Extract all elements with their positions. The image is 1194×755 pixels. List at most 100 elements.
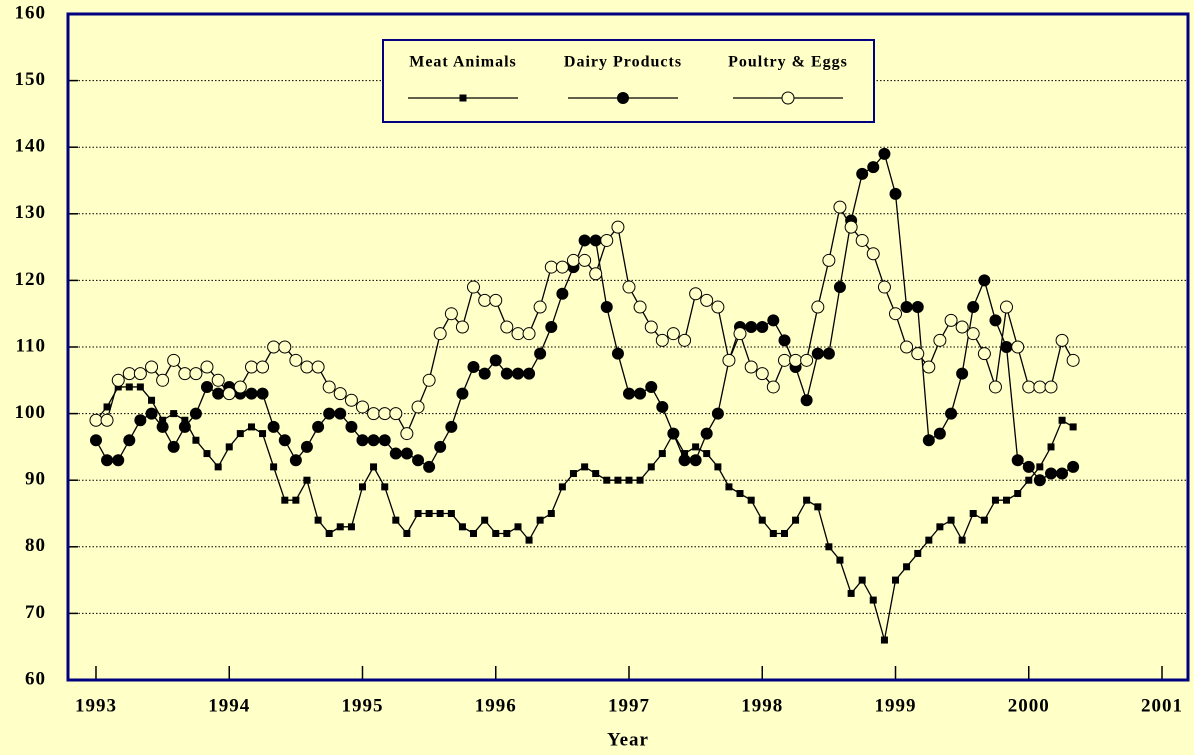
legend-label: Poultry & Eggs — [728, 54, 848, 71]
data-point — [300, 440, 313, 453]
data-point — [744, 360, 758, 374]
data-point — [900, 340, 914, 354]
data-point — [422, 373, 436, 387]
data-point — [511, 327, 525, 341]
data-point — [492, 529, 500, 537]
data-point — [1069, 423, 1077, 431]
data-point — [655, 333, 669, 347]
x-tick-label: 1993 — [75, 695, 117, 716]
data-point — [1036, 463, 1044, 471]
data-point — [314, 516, 322, 524]
data-point — [703, 450, 711, 458]
data-point — [344, 393, 358, 407]
data-point — [1058, 416, 1066, 424]
data-point — [945, 407, 958, 420]
data-point — [911, 301, 924, 314]
data-point — [200, 380, 213, 393]
data-point — [444, 307, 458, 321]
data-point — [547, 510, 555, 517]
data-point — [1033, 380, 1047, 394]
data-point — [833, 200, 847, 214]
data-point — [855, 233, 869, 247]
data-point — [189, 367, 203, 381]
data-point — [925, 536, 933, 544]
data-point — [592, 470, 600, 478]
data-point — [1045, 467, 1058, 480]
data-point — [89, 434, 102, 447]
data-point — [769, 529, 777, 537]
data-point — [880, 636, 888, 644]
data-point — [869, 596, 877, 604]
data-point — [958, 536, 966, 544]
data-point — [1025, 476, 1033, 484]
data-point — [555, 260, 569, 274]
data-point — [125, 383, 133, 391]
data-point — [800, 353, 814, 367]
data-point — [103, 403, 111, 411]
data-point — [758, 516, 766, 524]
data-point — [978, 274, 991, 287]
y-tick-label: 90 — [25, 469, 46, 490]
data-point — [336, 523, 344, 531]
legend: Meat Animals Dairy Products Poultry & Eggs — [382, 39, 875, 123]
x-tick-label: 1994 — [208, 695, 250, 716]
data-point — [877, 280, 891, 294]
data-point — [556, 287, 569, 300]
data-point — [989, 314, 1002, 327]
data-point — [778, 334, 791, 347]
data-point — [100, 413, 114, 427]
x-tick-label: 1998 — [741, 695, 783, 716]
data-point — [236, 430, 244, 438]
data-point — [533, 300, 547, 314]
data-point — [458, 523, 466, 531]
data-point — [122, 367, 136, 381]
data-point — [355, 400, 369, 414]
data-point — [822, 347, 835, 360]
data-point — [922, 360, 936, 374]
data-point — [988, 380, 1002, 394]
data-point — [844, 220, 858, 234]
legend-marker — [781, 91, 795, 105]
data-point — [403, 529, 411, 537]
data-point — [525, 536, 533, 544]
frame — [66, 12, 1190, 682]
data-point — [289, 353, 303, 367]
y-tick-label: 70 — [25, 602, 46, 623]
data-point — [847, 589, 855, 597]
data-point — [1044, 380, 1058, 394]
data-point — [156, 420, 169, 433]
data-point — [370, 463, 378, 471]
data-point — [955, 320, 969, 334]
data-point — [1000, 300, 1014, 314]
data-point — [991, 496, 999, 504]
data-point — [900, 301, 913, 314]
data-point — [478, 367, 491, 380]
data-point — [956, 367, 969, 380]
data-point — [922, 434, 935, 447]
y-tick-label: 60 — [25, 668, 46, 689]
data-point — [581, 463, 589, 471]
data-point — [914, 549, 922, 557]
data-point — [700, 293, 714, 307]
data-point — [434, 440, 447, 453]
data-point — [711, 407, 724, 420]
data-point — [381, 483, 389, 491]
data-point — [411, 400, 425, 414]
data-point — [245, 387, 258, 400]
data-point — [423, 460, 436, 473]
data-point — [892, 576, 900, 584]
data-point — [558, 483, 566, 491]
data-point — [178, 420, 191, 433]
data-point — [711, 300, 725, 314]
data-point — [222, 387, 236, 401]
data-point — [866, 247, 880, 261]
data-point — [822, 253, 836, 267]
data-point — [514, 523, 522, 531]
data-point — [333, 387, 347, 401]
data-point — [569, 470, 577, 478]
data-point — [1022, 460, 1035, 473]
data-point — [467, 360, 480, 373]
data-point — [611, 220, 625, 234]
data-point — [445, 420, 458, 433]
data-point — [644, 320, 658, 334]
